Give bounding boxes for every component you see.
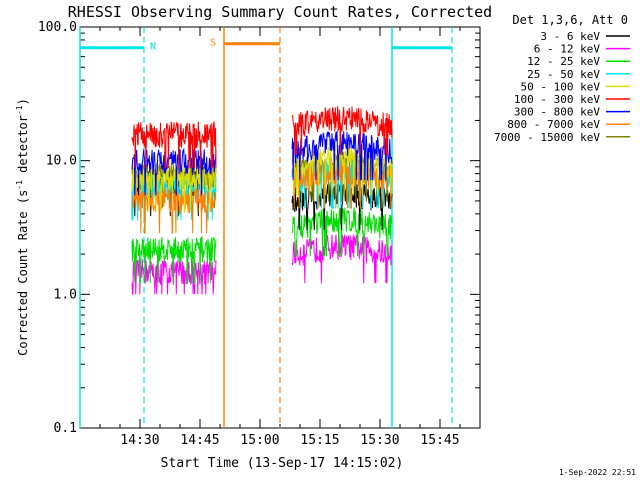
legend-label: 300 - 800 keV <box>514 106 600 119</box>
series-line <box>291 106 393 156</box>
flag-s: S <box>210 27 281 428</box>
legend-label: 7000 - 15000 keV <box>494 131 600 144</box>
x-tick-label: 14:45 <box>180 433 219 448</box>
y-axis-label: Corrected Count Rate (s-1 detector-1) <box>15 98 30 356</box>
x-axis-label: Start Time (13-Sep-17 14:15:02) <box>161 456 404 471</box>
y-axis-label-part: ) <box>16 98 30 105</box>
y-tick-label: 0.1 <box>54 421 77 436</box>
y-axis-label-superscript: -1 <box>15 180 24 190</box>
plot-area: 0.1 1.0 10.0 100.0 14:30 14:45 15:00 15:15 15:30… <box>38 20 481 448</box>
y-tick-label: 1.0 <box>54 287 77 302</box>
flag-label: S <box>210 38 216 49</box>
x-tick-label: 15:30 <box>360 433 399 448</box>
x-tick-label: 15:15 <box>300 433 339 448</box>
series-line <box>291 234 393 284</box>
series-100-300-kev <box>131 106 393 169</box>
x-tick-label: 14:30 <box>120 433 159 448</box>
y-tick-label: 100.0 <box>38 20 77 35</box>
series-line <box>131 259 217 295</box>
flag-n: N <box>79 27 453 428</box>
series-line <box>291 131 393 181</box>
chart-title: RHESSI Observing Summary Count Rates, Co… <box>68 3 492 21</box>
series-line <box>291 181 393 231</box>
series-6-12-kev <box>131 234 393 295</box>
legend-label: 12 - 25 keV <box>527 55 600 68</box>
legend-label: 3 - 6 keV <box>540 30 600 43</box>
legend-label: 100 - 300 keV <box>514 93 600 106</box>
series-line <box>131 235 217 284</box>
y-axis-label-superscript: -1 <box>15 105 24 115</box>
x-tick-label: 15:00 <box>240 433 279 448</box>
series-line <box>131 121 217 169</box>
legend-label: 6 - 12 keV <box>534 43 601 56</box>
legend-label: 50 - 100 keV <box>521 80 601 93</box>
y-axis-label-part: detector <box>16 115 30 180</box>
generation-timestamp: 1-Sep-2022 22:51 <box>559 468 636 477</box>
legend-label: 25 - 50 keV <box>527 68 600 81</box>
x-tick-label: 15:45 <box>420 433 459 448</box>
legend-title: Det 1,3,6, Att 0 <box>512 13 628 27</box>
legend-label: 800 - 7000 keV <box>507 118 600 131</box>
y-axis-label-part: Corrected Count Rate (s <box>16 190 30 356</box>
series-line <box>291 158 393 209</box>
flag-label: N <box>150 42 156 53</box>
y-tick-label: 10.0 <box>46 154 77 169</box>
